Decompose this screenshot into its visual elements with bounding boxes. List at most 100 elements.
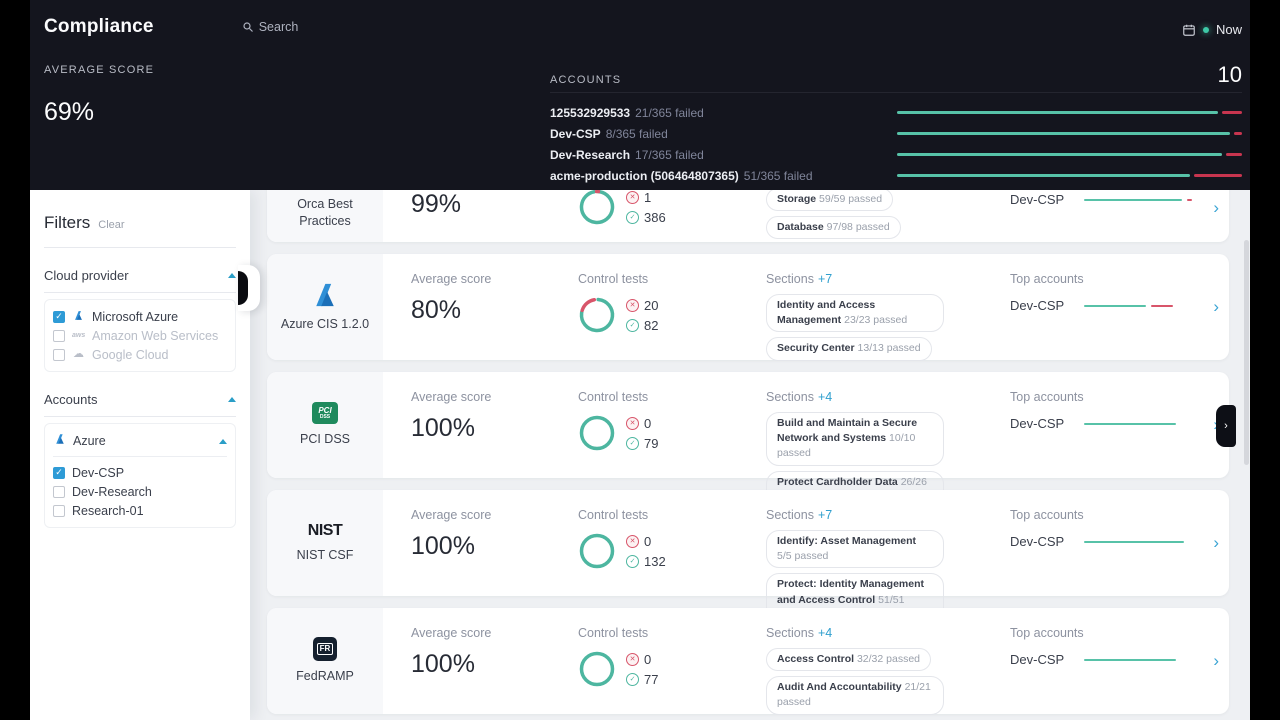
accounts-filter-label: Accounts: [44, 392, 98, 407]
side-panel-handle[interactable]: ›: [1216, 405, 1236, 447]
top-accounts-label: Top accounts: [1010, 272, 1084, 286]
collapse-caret-icon[interactable]: [219, 438, 227, 444]
account-stat: 8/365 failed: [605, 126, 668, 141]
account-option-label: Research-01: [72, 503, 144, 518]
passed-icon: ✓: [626, 318, 639, 332]
section-chip[interactable]: Identify: Asset Management 5/5 passed: [766, 530, 944, 569]
framework-icon-cell: NIST NIST CSF: [267, 490, 383, 596]
account-option-dev-research[interactable]: Dev-Research: [53, 482, 227, 501]
account-name: Dev-Research: [550, 147, 631, 162]
failed-count: 1: [644, 190, 652, 205]
average-score-label: Average score: [411, 390, 492, 404]
fedramp-logo-icon: FR: [313, 637, 337, 662]
section-chip[interactable]: Audit And Accountability 21/21 passed: [766, 676, 944, 715]
vertical-scrollbar[interactable]: [1244, 240, 1249, 465]
sections-more-link[interactable]: +4: [817, 390, 833, 404]
section-chip[interactable]: Build and Maintain a Secure Network and …: [766, 412, 944, 466]
framework-card-nist-csf[interactable]: NIST NIST CSF Average score 100% Control…: [267, 490, 1229, 628]
framework-icon-cell: Azure CIS 1.2.0: [267, 254, 383, 360]
section-chip[interactable]: Identity and Access Management 23/23 pas…: [766, 294, 944, 333]
checkbox-unchecked[interactable]: [53, 504, 65, 517]
framework-name: Orca Best Practices: [297, 197, 353, 229]
failed-count: 0: [644, 415, 652, 431]
framework-name: NIST CSF: [296, 548, 354, 563]
account-option-dev-csp[interactable]: ✓ Dev-CSP: [53, 463, 227, 482]
framework-card-azure-cis[interactable]: Azure CIS 1.2.0 Average score 80% Contro…: [267, 254, 1229, 361]
sections-label: Sections +7: [766, 508, 833, 522]
clear-filters-button[interactable]: Clear: [98, 219, 125, 231]
failed-count: 0: [644, 533, 652, 549]
average-score-value: 100%: [411, 414, 475, 442]
top-accounts-label: Top accounts: [1010, 508, 1084, 522]
control-tests-label: Control tests: [578, 508, 649, 522]
failed-icon: ✕: [626, 190, 639, 204]
section-chip[interactable]: Storage 59/59 passed: [766, 190, 894, 212]
top-account-name: Dev-CSP: [1010, 652, 1065, 667]
filters-sidebar: Filters Clear Cloud provider ✓ Microsoft…: [30, 190, 250, 720]
time-label: Now: [1215, 22, 1242, 37]
account-name: acme-production (506464807365): [550, 168, 739, 183]
chevron-right-icon[interactable]: ›: [1213, 297, 1219, 316]
checkbox-checked[interactable]: ✓: [53, 310, 65, 323]
average-score-label: Average score: [411, 272, 492, 286]
accounts-options: Azure ✓ Dev-CSP Dev-Research Research-01: [44, 423, 236, 528]
account-row[interactable]: Dev-CSP 8/365 failed: [550, 123, 1242, 144]
azure-icon: [72, 308, 85, 326]
framework-name: PCI DSS: [299, 432, 350, 447]
average-score-label: AVERAGE SCORE: [44, 64, 155, 76]
passed-count: 82: [644, 317, 659, 333]
account-name: 125532929533: [550, 105, 631, 120]
account-option-research-01[interactable]: Research-01: [53, 501, 227, 520]
checkbox-checked[interactable]: ✓: [53, 466, 65, 479]
section-chip[interactable]: Database 97/98 passed: [766, 216, 901, 240]
account-row[interactable]: acme-production (506464807365) 51/365 fa…: [550, 165, 1242, 186]
account-trend-sparkline: [1084, 658, 1196, 661]
account-stat: 17/365 failed: [635, 147, 704, 162]
average-score-value: 100%: [411, 650, 475, 678]
chevron-right-icon[interactable]: ›: [1213, 533, 1219, 552]
framework-card-orca-best-practices[interactable]: Orca Best Practices 99% ✕ 1 ✓ 386: [267, 190, 1229, 242]
sections-more-link[interactable]: +7: [817, 508, 833, 522]
account-row[interactable]: 125532929533 21/365 failed: [550, 102, 1242, 123]
checkbox-unchecked[interactable]: [53, 329, 65, 342]
collapse-caret-icon[interactable]: [228, 273, 236, 278]
account-trend-sparkline: [1084, 540, 1196, 543]
account-option-label: Dev-CSP: [72, 465, 125, 480]
divider: [44, 292, 236, 293]
control-tests-donut: [579, 651, 615, 687]
sections-more-link[interactable]: +7: [817, 272, 833, 286]
collapse-pill-icon: [238, 271, 248, 305]
control-tests-donut: [579, 415, 615, 451]
account-row[interactable]: Dev-Research 17/365 failed: [550, 144, 1242, 165]
section-chip[interactable]: Access Control 32/32 passed: [766, 648, 932, 672]
azure-icon: [53, 432, 66, 450]
compliance-app: Compliance Search Now AVERAGE SCORE 69% …: [30, 0, 1250, 720]
google-cloud-icon: ☁: [73, 348, 84, 360]
sections-more-link[interactable]: +4: [817, 626, 833, 640]
framework-card-pci-dss[interactable]: PCI DSS PCI DSS Average score 100% Contro…: [267, 372, 1229, 510]
chevron-right-icon[interactable]: ›: [1213, 651, 1219, 670]
account-trend-sparkline: [1084, 198, 1196, 201]
filters-title: Filters: [44, 213, 91, 232]
accounts-count: 10: [1217, 62, 1242, 87]
framework-card-fedramp[interactable]: FR FedRAMP Average score 100% Control te…: [267, 608, 1229, 715]
chevron-right-icon[interactable]: ›: [1213, 198, 1219, 218]
provider-option-label: Microsoft Azure: [92, 309, 179, 324]
collapse-caret-icon[interactable]: [228, 397, 236, 402]
accounts-label: ACCOUNTS: [550, 74, 622, 86]
top-accounts-label: Top accounts: [1010, 626, 1084, 640]
provider-option-aws[interactable]: aws Amazon Web Services: [53, 326, 227, 345]
time-filter[interactable]: Now: [1182, 22, 1242, 37]
provider-option-azure[interactable]: ✓ Microsoft Azure: [53, 307, 227, 326]
failed-icon: ✕: [626, 534, 639, 548]
checkbox-unchecked[interactable]: [53, 348, 65, 361]
account-group-azure[interactable]: Azure: [53, 431, 227, 451]
account-option-label: Dev-Research: [72, 484, 152, 499]
sidebar-collapse-handle[interactable]: [238, 265, 260, 311]
checkbox-unchecked[interactable]: [53, 485, 65, 498]
control-tests-label: Control tests: [578, 272, 649, 286]
search-input[interactable]: Search: [242, 20, 298, 34]
provider-option-gcp[interactable]: ☁ Google Cloud: [53, 345, 227, 364]
section-chip[interactable]: Security Center 13/13 passed: [766, 337, 932, 361]
title-bar: Compliance Search: [44, 16, 298, 38]
